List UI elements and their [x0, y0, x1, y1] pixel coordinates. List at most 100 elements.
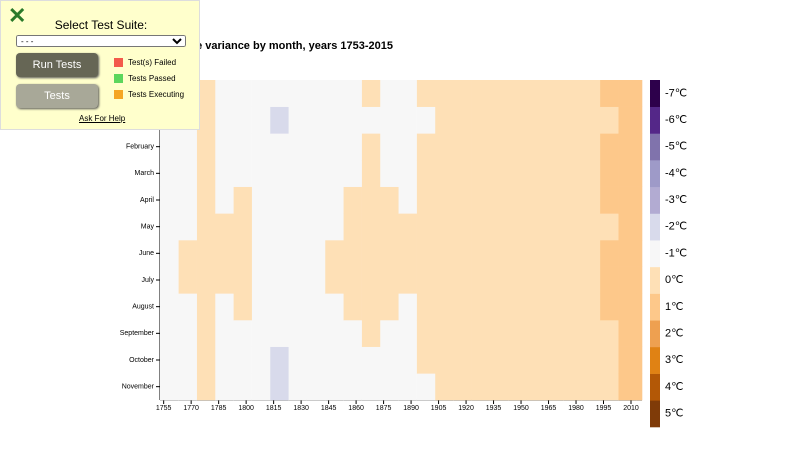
tests-button[interactable]: Tests — [16, 84, 98, 108]
heat-cell — [526, 160, 546, 187]
heat-cell — [251, 346, 271, 374]
heat-cell — [526, 186, 546, 214]
heat-cell — [544, 266, 564, 294]
heat-cell — [636, 240, 643, 267]
heat-cell — [599, 293, 619, 321]
heat-cell — [343, 320, 362, 347]
heat-cell — [324, 213, 344, 241]
legend-swatch — [650, 160, 660, 188]
legend-swatch — [650, 266, 660, 294]
x-tick-label: 1965 — [541, 405, 557, 412]
heat-cell — [434, 346, 454, 374]
heat-cell — [178, 293, 197, 321]
heat-cell — [508, 293, 527, 321]
heat-cell — [563, 293, 582, 321]
heat-cell — [343, 266, 362, 294]
heat-cell — [434, 373, 454, 401]
heat-cell — [489, 320, 509, 347]
heat-cell — [178, 320, 197, 347]
heat-cell — [361, 266, 381, 294]
heat-cell — [508, 320, 527, 347]
heat-cell — [398, 213, 417, 241]
status-legend-item: Tests Passed — [114, 74, 176, 84]
x-tick-label: 1995 — [596, 405, 612, 412]
heat-cell — [544, 320, 564, 347]
heat-cell — [343, 346, 362, 374]
heat-cell — [636, 133, 643, 161]
heat-cell — [544, 293, 564, 321]
heat-cell — [563, 106, 582, 134]
heat-cell — [269, 160, 289, 187]
help-link[interactable]: Ask For Help — [79, 114, 126, 123]
heat-cell — [508, 133, 527, 161]
heat-cell — [288, 346, 307, 374]
heat-cell — [288, 80, 307, 107]
legend-swatch — [650, 373, 660, 401]
heat-cell — [471, 373, 491, 401]
heat-cell — [288, 373, 307, 401]
heat-cell — [233, 160, 252, 187]
heat-cell — [599, 346, 619, 374]
legend-swatch — [650, 80, 660, 107]
heat-cell — [416, 240, 436, 267]
heat-cell — [214, 240, 234, 267]
x-tick-label: 1950 — [513, 405, 529, 412]
x-tick-label: 1980 — [568, 405, 584, 412]
heat-cell — [251, 266, 271, 294]
heat-cell — [398, 80, 417, 107]
legend-swatch — [650, 186, 660, 214]
heat-cell — [196, 106, 216, 134]
heat-cell — [214, 373, 234, 401]
heat-cell — [636, 346, 643, 374]
heat-cell — [581, 80, 601, 107]
heat-cell — [398, 160, 417, 187]
heat-cell — [196, 80, 216, 107]
heat-cell — [178, 186, 197, 214]
heat-cell — [233, 293, 252, 321]
heat-cell — [508, 186, 527, 214]
heat-cell — [618, 160, 637, 187]
heat-cell — [416, 186, 436, 214]
suite-select[interactable]: - - - — [16, 35, 186, 47]
heat-cell — [214, 266, 234, 294]
heat-cell — [324, 293, 344, 321]
heat-cell — [599, 133, 619, 161]
heat-cell — [196, 160, 216, 187]
heat-cell — [563, 240, 582, 267]
heat-cell — [489, 293, 509, 321]
heat-cell — [178, 346, 197, 374]
heat-cell — [361, 346, 381, 374]
heat-cell — [563, 186, 582, 214]
heat-cell — [599, 213, 619, 241]
heat-cell — [453, 320, 472, 347]
heat-cell — [434, 186, 454, 214]
heat-cell — [160, 320, 179, 347]
heat-cell — [489, 160, 509, 187]
heat-cell — [379, 186, 399, 214]
heat-cell — [269, 373, 289, 401]
heat-cell — [599, 320, 619, 347]
heat-cell — [233, 133, 252, 161]
y-tick-label: July — [142, 277, 155, 284]
heat-cell — [379, 80, 399, 107]
y-tick-label: March — [135, 170, 155, 177]
heat-cell — [489, 240, 509, 267]
heat-cell — [379, 293, 399, 321]
x-tick-label: 1860 — [348, 405, 364, 412]
heat-cell — [288, 160, 307, 187]
heat-cell — [636, 293, 643, 321]
heat-cell — [306, 373, 326, 401]
heat-cell — [288, 213, 307, 241]
heat-cell — [434, 266, 454, 294]
heat-cell — [526, 213, 546, 241]
run-button[interactable]: Run Tests — [16, 53, 98, 77]
heat-cell — [343, 240, 362, 267]
heat-cell — [618, 320, 637, 347]
close-button[interactable]: ✕ — [8, 3, 27, 28]
legend-label: 2℃ — [665, 327, 683, 339]
heat-cell — [178, 240, 197, 267]
heat-cell — [251, 373, 271, 401]
heat-cell — [361, 133, 381, 161]
heat-cell — [599, 373, 619, 401]
